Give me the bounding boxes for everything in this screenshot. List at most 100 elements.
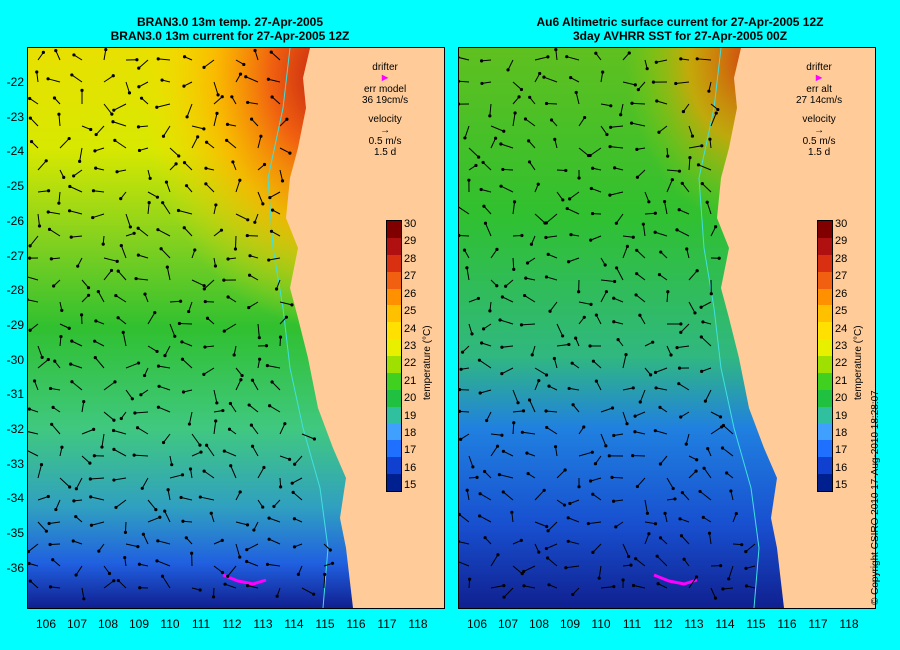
lat-label: -29 bbox=[6, 317, 24, 332]
colorbar-swatch bbox=[818, 254, 832, 272]
velocity-arrow bbox=[744, 565, 756, 570]
velocity-arrow bbox=[182, 81, 193, 88]
velocity-arrow bbox=[156, 364, 171, 369]
right-lon-label: 108 bbox=[528, 617, 550, 631]
velocity-arrow bbox=[654, 59, 668, 64]
velocity-arrow bbox=[37, 357, 50, 369]
velocity-arrow bbox=[270, 380, 281, 391]
colorbar-swatch bbox=[818, 221, 832, 238]
velocity-arrow bbox=[522, 565, 536, 574]
velocity-arrow bbox=[544, 213, 558, 225]
velocity-arrow bbox=[478, 514, 492, 523]
velocity-arrow bbox=[169, 455, 174, 467]
velocity-arrow bbox=[59, 323, 71, 330]
velocity-arrow bbox=[37, 50, 45, 61]
velocity-arrow bbox=[607, 454, 624, 458]
velocity-arrow bbox=[594, 313, 602, 325]
velocity-arrow bbox=[235, 213, 250, 222]
velocity-arrow bbox=[547, 583, 558, 589]
velocity-arrow bbox=[638, 389, 646, 404]
colorbar-tick-label: 20 bbox=[835, 392, 848, 405]
colorbar-swatch bbox=[387, 440, 401, 458]
velocity-arrow bbox=[554, 48, 558, 61]
velocity-arrow bbox=[257, 191, 265, 206]
left-err-label: err model bbox=[363, 84, 407, 95]
velocity-arrow bbox=[459, 233, 470, 238]
velocity-arrow bbox=[119, 243, 127, 259]
velocity-arrow bbox=[510, 510, 514, 523]
velocity-arrow bbox=[591, 359, 602, 369]
velocity-arrow bbox=[611, 499, 624, 503]
colorbar-tick-label: 29 bbox=[835, 235, 848, 248]
velocity-arrow bbox=[512, 233, 524, 238]
velocity-arrow bbox=[522, 584, 536, 589]
velocity-arrow bbox=[292, 517, 303, 523]
velocity-arrow bbox=[644, 191, 651, 204]
velocity-arrow bbox=[202, 59, 215, 69]
left-map-svg bbox=[28, 48, 444, 608]
velocity-arrow bbox=[631, 453, 646, 458]
velocity-arrow bbox=[526, 472, 536, 479]
velocity-arrow bbox=[512, 111, 517, 127]
velocity-arrow bbox=[59, 477, 72, 489]
velocity-arrow bbox=[246, 100, 259, 105]
velocity-arrow bbox=[544, 235, 558, 240]
left-velocity-days: 1.5 d bbox=[373, 147, 397, 158]
velocity-arrow bbox=[248, 254, 259, 259]
velocity-arrow bbox=[488, 301, 492, 313]
velocity-arrow bbox=[72, 53, 83, 61]
velocity-arrow bbox=[202, 469, 215, 479]
velocity-arrow bbox=[103, 48, 108, 61]
velocity-arrow bbox=[520, 430, 536, 435]
velocity-arrow bbox=[644, 211, 657, 215]
lat-label: -25 bbox=[6, 179, 24, 194]
right-err-label: err alt bbox=[806, 84, 832, 95]
velocity-arrow bbox=[527, 398, 536, 413]
velocity-arrow bbox=[279, 169, 285, 183]
velocity-arrow bbox=[177, 321, 193, 326]
left-lon-label: 115 bbox=[315, 617, 335, 631]
velocity-arrow bbox=[94, 125, 105, 137]
velocity-arrow bbox=[267, 537, 281, 545]
velocity-arrow bbox=[81, 455, 92, 465]
velocity-arrow bbox=[710, 411, 723, 419]
velocity-arrow bbox=[180, 357, 193, 369]
velocity-arrow bbox=[571, 403, 580, 413]
velocity-arrow bbox=[116, 316, 127, 325]
velocity-arrow bbox=[54, 48, 61, 61]
velocity-arrow bbox=[198, 495, 215, 501]
velocity-arrow bbox=[191, 450, 203, 457]
velocity-arrow bbox=[28, 561, 39, 567]
velocity-arrow bbox=[51, 558, 61, 567]
velocity-arrow bbox=[612, 320, 624, 325]
right-lon-label: 107 bbox=[497, 617, 519, 631]
velocity-arrow bbox=[235, 59, 246, 67]
velocity-arrow bbox=[571, 587, 580, 597]
velocity-arrow bbox=[680, 181, 690, 193]
velocity-arrow bbox=[204, 182, 215, 193]
velocity-arrow bbox=[465, 488, 470, 501]
velocity-arrow bbox=[497, 473, 514, 479]
velocity-arrow bbox=[544, 409, 558, 413]
velocity-arrow bbox=[203, 299, 215, 304]
velocity-arrow bbox=[47, 227, 61, 237]
velocity-arrow bbox=[37, 213, 42, 228]
velocity-arrow bbox=[666, 497, 677, 501]
velocity-arrow bbox=[147, 499, 158, 512]
left-lon-label: 113 bbox=[253, 617, 273, 631]
velocity-arrow bbox=[635, 147, 646, 151]
velocity-arrow bbox=[501, 167, 514, 172]
velocity-arrow bbox=[135, 426, 149, 435]
right-lon-label: 111 bbox=[622, 617, 642, 631]
velocity-arrow bbox=[688, 455, 699, 462]
velocity-arrow bbox=[59, 445, 64, 457]
velocity-arrow bbox=[72, 499, 83, 503]
velocity-arrow bbox=[290, 477, 303, 485]
left-title-line1: BRAN3.0 13m temp. 27-Apr-2005 bbox=[136, 15, 324, 29]
velocity-arrow bbox=[707, 81, 712, 93]
velocity-arrow bbox=[568, 499, 580, 506]
velocity-arrow bbox=[226, 295, 237, 303]
velocity-arrow bbox=[52, 96, 61, 105]
velocity-arrow bbox=[226, 565, 237, 578]
velocity-arrow bbox=[666, 345, 673, 357]
